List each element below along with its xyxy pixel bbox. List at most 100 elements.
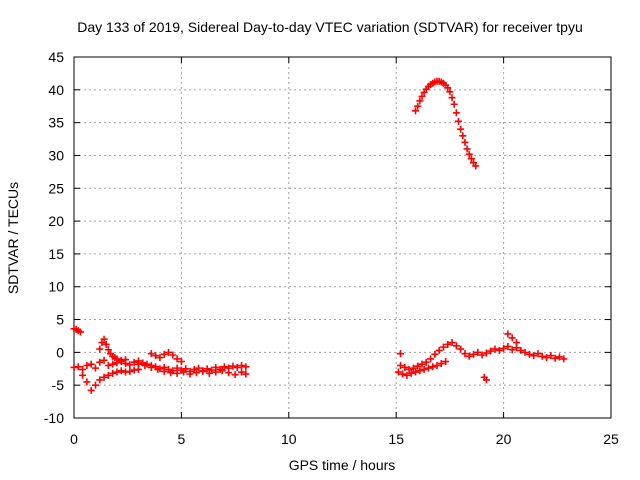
- data-point: [495, 346, 503, 354]
- x-tick-label: 10: [281, 431, 297, 447]
- data-point: [156, 354, 164, 362]
- data-point: [167, 369, 175, 377]
- y-tick-label: 25: [48, 180, 64, 196]
- data-point: [87, 386, 95, 394]
- data-point: [83, 378, 91, 386]
- data-point: [154, 365, 162, 373]
- data-point: [418, 360, 426, 368]
- data-point: [169, 351, 177, 359]
- data-point: [467, 155, 475, 163]
- data-point: [122, 356, 130, 364]
- data-point: [422, 358, 430, 366]
- y-tick-labels: -10 -5 0 5 10 15 20 25 30 35 40 45: [44, 49, 64, 426]
- data-point: [431, 350, 439, 358]
- data-point: [461, 138, 469, 146]
- y-tick-label: 5: [56, 312, 64, 328]
- x-tick-label: 0: [70, 431, 78, 447]
- data-point: [102, 340, 110, 348]
- data-point: [508, 346, 516, 354]
- data-point: [420, 365, 428, 373]
- data-point: [130, 358, 138, 366]
- data-point: [474, 348, 482, 356]
- data-point: [96, 358, 104, 366]
- data-point: [100, 356, 108, 364]
- data-point: [437, 360, 445, 368]
- data-point: [478, 351, 486, 359]
- data-point: [100, 373, 108, 381]
- data-point: [195, 364, 203, 372]
- data-point: [100, 335, 108, 343]
- data-point: [534, 350, 542, 358]
- data-point: [416, 367, 424, 375]
- data-point: [439, 343, 447, 351]
- data-points: [70, 77, 568, 394]
- data-point: [517, 346, 525, 354]
- data-point: [459, 132, 467, 140]
- data-point: [538, 352, 546, 360]
- data-point: [444, 84, 452, 92]
- data-point: [126, 367, 134, 375]
- data-point: [104, 371, 112, 379]
- data-point: [242, 363, 250, 371]
- x-axis-label: GPS time / hours: [289, 457, 396, 473]
- data-point: [463, 145, 471, 153]
- data-point: [491, 345, 499, 353]
- data-point: [465, 352, 473, 360]
- data-point: [233, 363, 241, 371]
- data-point: [547, 352, 555, 360]
- data-point: [560, 355, 568, 363]
- data-point: [173, 369, 181, 377]
- data-point: [448, 339, 456, 347]
- data-point: [405, 365, 413, 373]
- data-point: [403, 371, 411, 379]
- data-point: [465, 150, 473, 158]
- data-point: [229, 362, 237, 370]
- y-axis-label: SDTVAR / TECUs: [5, 182, 21, 294]
- series-afternoon-band: [396, 339, 568, 373]
- data-point: [113, 355, 121, 363]
- data-point: [418, 92, 426, 100]
- data-point: [83, 361, 91, 369]
- data-point: [472, 162, 480, 170]
- data-point: [435, 346, 443, 354]
- data-point: [521, 348, 529, 356]
- data-point: [446, 88, 454, 96]
- data-point: [205, 369, 213, 377]
- y-tick-label: 40: [48, 82, 64, 98]
- data-point: [407, 369, 415, 377]
- data-point: [141, 361, 149, 369]
- data-point: [220, 363, 228, 371]
- data-point: [203, 365, 211, 373]
- data-point: [448, 94, 456, 102]
- y-tick-label: 45: [48, 49, 64, 65]
- data-point: [412, 107, 420, 115]
- data-point: [126, 361, 134, 369]
- data-point: [433, 361, 441, 369]
- data-point: [424, 364, 432, 372]
- data-point: [192, 369, 200, 377]
- data-point: [76, 328, 84, 336]
- data-point: [409, 364, 417, 372]
- data-point: [79, 371, 87, 379]
- data-point: [160, 367, 168, 375]
- series-afternoon-low-branch: [394, 358, 450, 379]
- y-tick-label: 0: [56, 344, 64, 360]
- x-tick-labels: 0 5 10 15 20 25: [70, 431, 619, 447]
- data-point: [414, 102, 422, 110]
- data-point: [504, 330, 512, 338]
- data-point: [199, 367, 207, 375]
- data-point: [91, 364, 99, 372]
- axis-ticks: [73, 56, 612, 419]
- y-tick-label: -5: [52, 377, 65, 393]
- data-point: [91, 381, 99, 389]
- data-point: [113, 368, 121, 376]
- data-point: [500, 344, 508, 352]
- x-tick-label: 5: [178, 431, 186, 447]
- data-point: [414, 362, 422, 370]
- data-point: [482, 349, 490, 357]
- series-afternoon-excursions: [396, 330, 520, 384]
- data-point: [454, 117, 462, 125]
- data-point: [152, 352, 160, 360]
- data-point: [482, 376, 490, 384]
- data-point: [508, 334, 516, 342]
